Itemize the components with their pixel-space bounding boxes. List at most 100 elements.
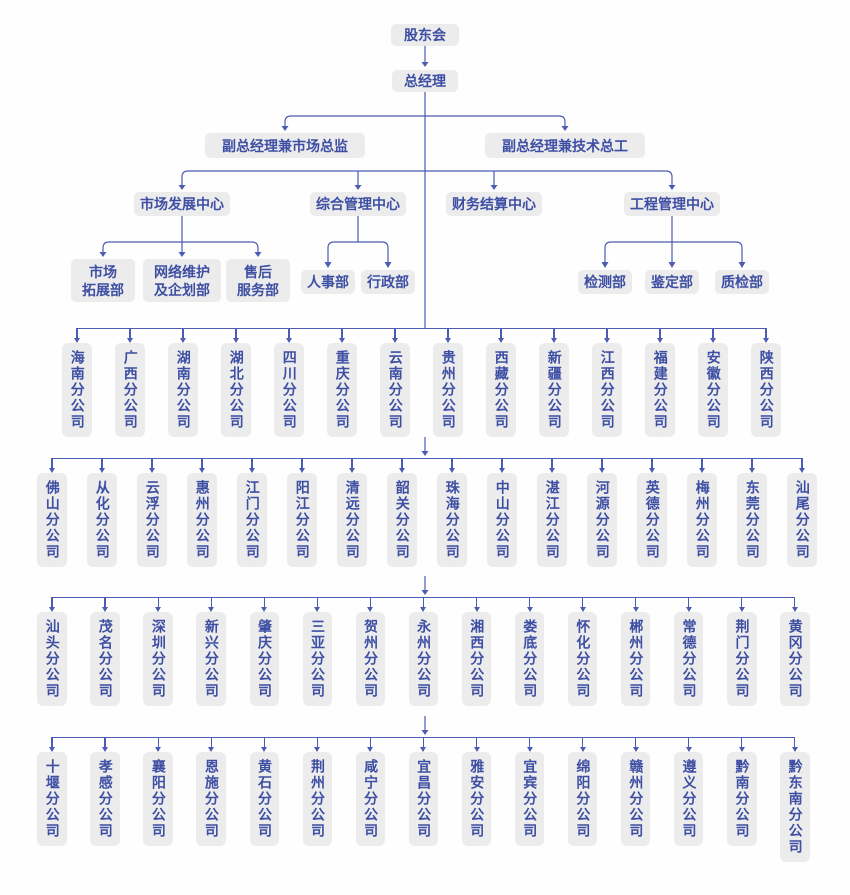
branch-label: 湖南分公司 (168, 343, 198, 437)
arrow-down-icon (657, 338, 663, 343)
branch-node: 贵州分公司 (433, 328, 463, 437)
connector-stub (201, 458, 203, 468)
connector-stub (475, 597, 478, 607)
arrow-down-icon (420, 607, 427, 612)
arrowheads (99, 62, 746, 735)
connector-stub (751, 458, 753, 468)
arrow-down-icon (791, 747, 798, 752)
branch-node: 江西分公司 (592, 328, 622, 437)
branch-label: 肇庆分公司 (249, 612, 279, 706)
arrow-down-icon (49, 607, 55, 612)
connector-stub (601, 458, 603, 468)
branch-node: 东莞分公司 (737, 458, 767, 567)
node-dept-appraisal: 鉴定部 (645, 270, 699, 294)
arrow-down-icon (549, 468, 555, 473)
arrow-down-icon (155, 747, 162, 752)
branch-node: 宜宾分公司 (514, 737, 545, 846)
branch-node: 福建分公司 (645, 328, 675, 437)
branch-label: 海南分公司 (62, 343, 92, 437)
branch-node: 四川分公司 (274, 328, 304, 437)
node-dept-quality: 质检部 (715, 270, 769, 294)
connector-stub (316, 737, 318, 747)
branch-node: 海南分公司 (62, 328, 92, 437)
branch-label: 阳江分公司 (287, 473, 317, 567)
connector-stub (551, 458, 553, 468)
arrow-down-icon (49, 747, 55, 752)
arrow-down-icon (180, 338, 186, 343)
branch-node: 襄阳分公司 (143, 737, 173, 846)
arrow-down-icon (799, 468, 805, 473)
arrow-down-icon (127, 338, 133, 343)
arrow-down-icon (526, 607, 533, 612)
connector-stub (635, 737, 637, 747)
branch-label: 宜宾分公司 (514, 752, 545, 846)
branch-node: 永州分公司 (408, 597, 439, 706)
branch-label: 深圳分公司 (143, 612, 173, 706)
arrow-down-icon (261, 607, 268, 612)
connector-stub (210, 597, 212, 607)
branch-label: 咸宁分公司 (355, 752, 386, 846)
branch-label: 黔东南分公司 (780, 752, 810, 862)
node-dept-aftersales: 售后 服务部 (226, 259, 290, 302)
branch-row-2: 佛山分公司 从化分公司 云浮分公司 惠州分公司 (37, 458, 817, 567)
connector-stub (801, 458, 803, 468)
connector-stub (157, 597, 159, 607)
branch-label: 梅州分公司 (687, 473, 717, 567)
connector-stub (351, 458, 353, 468)
branch-node: 湖南分公司 (168, 328, 198, 437)
branch-label: 襄阳分公司 (143, 752, 173, 846)
row-bus-line (52, 597, 795, 599)
branch-node: 十堰分公司 (37, 737, 67, 846)
node-general-manager: 总经理 (392, 70, 458, 92)
arrow-down-icon (367, 747, 374, 752)
connector-stub (712, 328, 714, 338)
branch-node: 云浮分公司 (137, 458, 167, 567)
connector-stub (765, 328, 767, 338)
branch-node: 汕头分公司 (37, 597, 67, 706)
node-deputy-marketing: 副总经理兼市场总监 (205, 133, 365, 158)
arrow-down-icon (579, 747, 586, 752)
connector-stub (251, 458, 253, 468)
branch-node: 陕西分公司 (751, 328, 781, 437)
arrow-down-icon (791, 607, 798, 612)
branch-label: 郴州分公司 (620, 612, 651, 706)
arrow-down-icon (738, 607, 745, 612)
connector-stub (369, 737, 371, 747)
connector-stub (447, 328, 449, 338)
arrow-down-icon (349, 468, 355, 473)
arrow-down-icon (314, 747, 321, 752)
arrow-down-icon (102, 607, 109, 612)
branch-label: 珠海分公司 (437, 473, 467, 567)
row-bus-line (52, 737, 795, 739)
connector-stub (501, 458, 503, 468)
branch-node: 广西分公司 (115, 328, 145, 437)
branch-label: 贺州分公司 (355, 612, 386, 706)
arrow-down-icon (649, 468, 655, 473)
connector-stub (651, 458, 653, 468)
branch-node: 从化分公司 (87, 458, 117, 567)
arrow-down-icon (699, 468, 705, 473)
arrow-down-icon (632, 607, 639, 612)
branch-row-4: 十堰分公司 孝感分公司 襄阳分公司 恩施分公司 (37, 737, 810, 862)
branch-row-1: 海南分公司 广西分公司 湖南分公司 湖北分公司 (62, 328, 781, 437)
arrow-down-icon (473, 607, 480, 612)
connector-stub (101, 458, 103, 468)
node-center-finance: 财务结算中心 (446, 192, 542, 216)
branch-node: 常德分公司 (674, 597, 704, 706)
branch-label: 江西分公司 (592, 343, 622, 437)
branch-label: 黄石分公司 (249, 752, 279, 846)
connector-stub (688, 737, 690, 747)
arrow-down-icon (499, 468, 505, 473)
arrow-down-icon (551, 338, 557, 343)
arrow-down-icon (199, 468, 205, 473)
branch-node: 韶关分公司 (387, 458, 417, 567)
arrow-down-icon (314, 607, 321, 612)
branch-label: 河源分公司 (587, 473, 617, 567)
branch-label: 云南分公司 (380, 343, 410, 437)
branch-label: 从化分公司 (87, 473, 117, 567)
branch-label: 湛江分公司 (537, 473, 567, 567)
arrow-down-icon (74, 338, 80, 343)
arrow-down-icon (526, 747, 533, 752)
connector-stub (301, 458, 303, 468)
arrow-down-icon (339, 338, 345, 343)
